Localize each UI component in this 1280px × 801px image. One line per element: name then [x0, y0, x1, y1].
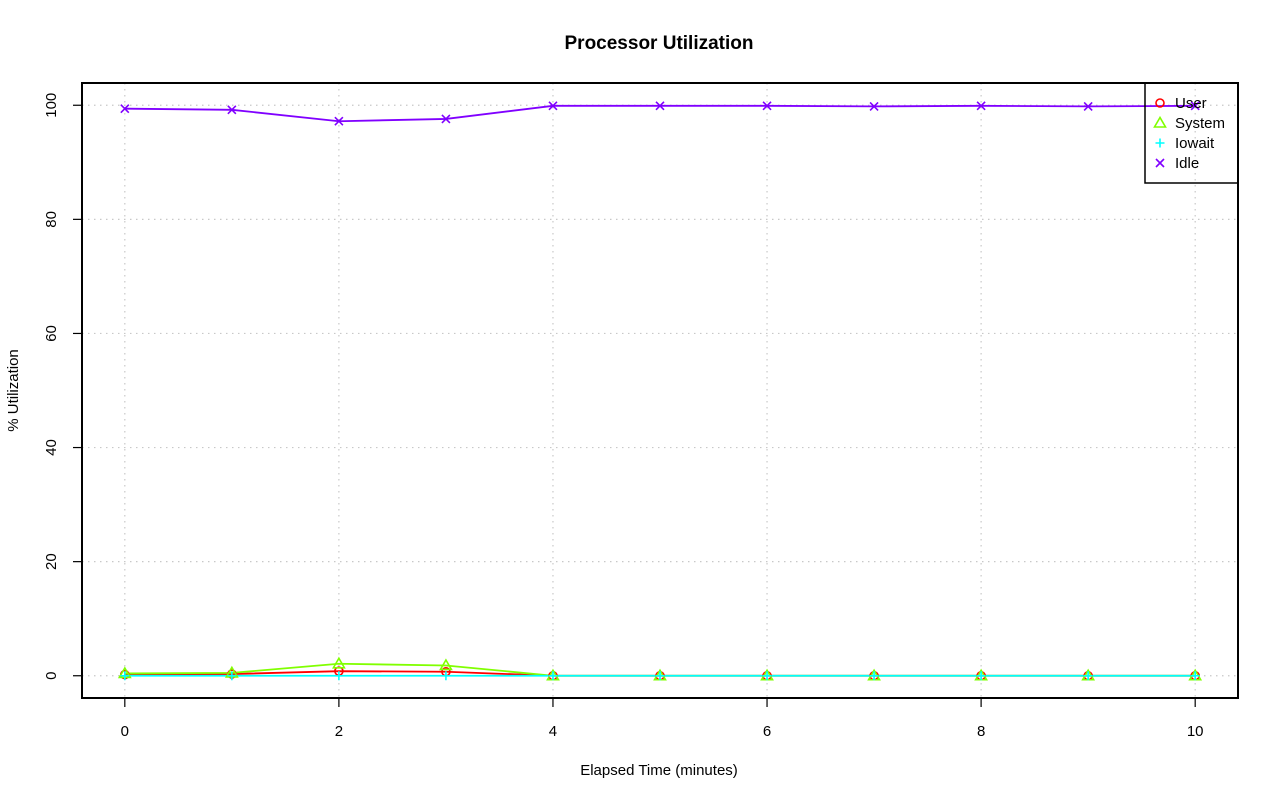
data-point-iowait — [227, 671, 237, 681]
chart-title: Processor Utilization — [565, 33, 754, 54]
x-axis: 0 2 4 6 8 10 — [121, 697, 1204, 740]
data-point-idle — [120, 104, 130, 114]
series-markers — [117, 101, 1203, 681]
y-tick-label: 0 — [43, 672, 60, 680]
data-point-iowait — [1083, 671, 1093, 681]
data-point-iowait — [1190, 671, 1200, 681]
x-tick-label: 8 — [977, 723, 985, 740]
y-tick-label: 60 — [43, 325, 60, 342]
data-point-idle — [334, 116, 344, 126]
legend-symbol-user — [1155, 98, 1165, 108]
data-point-iowait — [869, 671, 879, 681]
y-tick-label: 100 — [43, 93, 60, 118]
data-point-idle — [227, 105, 237, 115]
y-tick-label: 20 — [43, 553, 60, 570]
legend-symbol-idle — [1155, 158, 1165, 168]
x-tick-label: 10 — [1187, 723, 1204, 740]
data-point-iowait — [120, 671, 130, 681]
legend-label-user: User — [1175, 95, 1207, 112]
grid-lines — [82, 83, 1238, 698]
legend-label-idle: Idle — [1175, 155, 1199, 172]
legend-symbol-system — [1153, 115, 1167, 128]
data-point-idle — [1190, 101, 1200, 111]
data-point-iowait — [655, 671, 665, 681]
x-axis-label: Elapsed Time (minutes) — [580, 762, 738, 779]
x-tick-label: 0 — [121, 723, 129, 740]
data-point-idle — [976, 101, 986, 111]
series-line-idle — [124, 104, 1196, 123]
x-tick-label: 6 — [763, 723, 771, 740]
data-point-iowait — [334, 671, 344, 681]
legend: User System Iowait Idle — [1144, 82, 1239, 184]
data-point-idle — [441, 114, 451, 124]
legend-label-iowait: Iowait — [1175, 135, 1215, 152]
y-axis: 0 20 40 60 80 100 — [43, 93, 83, 680]
data-point-system — [439, 658, 453, 671]
y-tick-label: 80 — [43, 211, 60, 228]
x-tick-label: 2 — [335, 723, 343, 740]
data-point-iowait — [548, 671, 558, 681]
data-point-iowait — [762, 671, 772, 681]
data-point-idle — [548, 101, 558, 111]
legend-symbol-iowait — [1155, 138, 1165, 148]
data-point-idle — [869, 101, 879, 111]
data-point-idle — [655, 101, 665, 111]
series-lines — [124, 104, 1196, 677]
plot-frame — [81, 82, 1239, 699]
legend-box — [1144, 82, 1239, 184]
data-point-iowait — [441, 671, 451, 681]
data-point-system — [332, 656, 346, 669]
data-point-idle — [1083, 101, 1093, 111]
data-point-idle — [762, 101, 772, 111]
y-axis-label: % Utilization — [5, 349, 22, 432]
y-tick-label: 40 — [43, 439, 60, 456]
x-tick-label: 4 — [549, 723, 557, 740]
data-point-iowait — [976, 671, 986, 681]
legend-label-system: System — [1175, 115, 1225, 132]
